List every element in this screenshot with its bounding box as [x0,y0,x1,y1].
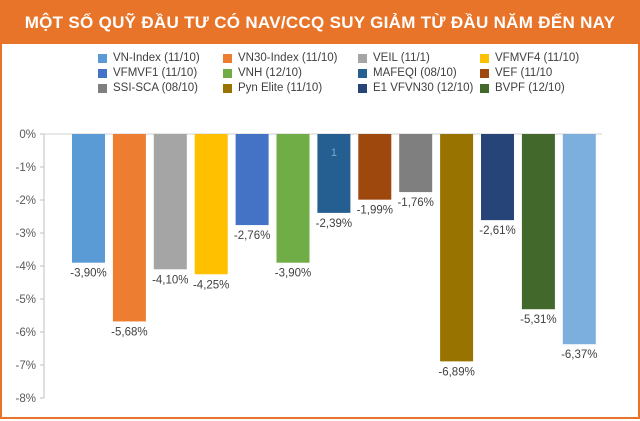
bar-value-label: -2,61% [479,225,515,237]
legend-item: Pyn Elite (11/10) [223,82,358,94]
bar-value-label: -6,37% [561,349,597,361]
bar [112,134,146,322]
y-tick-label: -4% [16,261,36,273]
legend-item: MAFEQI (08/10) [358,67,480,79]
bar-value-label: -1,76% [397,197,433,209]
y-tick-label: -5% [16,294,36,306]
legend-item: VN30-Index (11/10) [223,52,358,64]
bar-value-label: -5,68% [111,326,147,338]
legend-label: VN-Index (11/10) [113,52,200,64]
legend-label: VFMVF4 (11/10) [495,52,580,64]
bar-value-label: -4,25% [193,279,229,291]
legend-swatch [480,83,489,93]
bar [358,134,392,200]
legend-label: BVPF (12/10) [495,82,565,94]
legend-item: BVPF (12/10) [480,82,620,94]
title-bar: MỘT SỐ QUỸ ĐẦU TƯ CÓ NAV/CCQ SUY GIẢM TỪ… [2,2,638,44]
legend-swatch [480,68,489,78]
legend-item: VEIL (11/1) [358,52,480,64]
legend-label: VEF (11/10 [495,67,553,79]
legend-swatch [358,53,367,63]
bar [235,134,269,226]
y-tick-label: -8% [16,393,36,405]
legend-label: VNH (12/10) [238,67,302,79]
legend-swatch [98,83,107,93]
bar-value-label: -2,39% [316,218,352,230]
legend-swatch [98,53,107,63]
bar [276,134,310,263]
y-tick-label: -1% [16,162,36,174]
legend-label: MAFEQI (08/10) [373,67,457,79]
legend-item: E1 VFVN30 (12/10) [358,82,480,94]
bar-value-label: -1,99% [357,205,393,217]
y-tick-label: -3% [16,228,36,240]
legend-item: SSI-SCA (08/10) [98,82,223,94]
legend-item: VEF (11/10 [480,67,620,79]
bar-value-label: -2,76% [234,230,270,242]
legend-swatch [223,53,232,63]
bar-annotation: 1 [331,147,337,159]
bar-value-label: -3,90% [70,268,106,280]
legend-label: Pyn Elite (11/10) [238,82,323,94]
legend-label: VN30-Index (11/10) [238,52,338,64]
legend-label: VEIL (11/1) [373,52,430,64]
legend-swatch [98,68,107,78]
legend: VN-Index (11/10) VN30-Index (11/10) VEIL (… [98,52,638,94]
bar-value-label: -6,89% [438,366,474,378]
legend-swatch [358,68,367,78]
bar-value-label: -4,10% [152,274,188,286]
bar-value-label: -3,90% [275,268,311,280]
legend-swatch [223,83,232,93]
bar [72,134,105,263]
bar [317,134,351,213]
legend-swatch [480,53,489,63]
bar [481,134,514,221]
legend-item: VNH (12/10) [223,67,358,79]
chart-title: MỘT SỐ QUỸ ĐẦU TƯ CÓ NAV/CCQ SUY GIẢM TỪ… [24,13,616,32]
legend-item: VFMVF1 (11/10) [98,67,223,79]
bar [562,134,596,345]
legend-label: SSI-SCA (08/10) [113,82,199,94]
legend-item: VFMVF4 (11/10) [480,52,620,64]
y-tick-label: -2% [16,195,36,207]
bar-value-label: -5,31% [520,314,556,326]
legend-item: VN-Index (11/10) [98,52,223,64]
y-tick-label: 0% [19,129,36,141]
bar [399,134,433,193]
bar [153,134,187,270]
y-tick-label: -6% [16,327,36,339]
legend-swatch [358,83,367,93]
legend-label: E1 VFVN30 (12/10) [373,82,474,94]
legend-swatch [223,68,232,78]
y-tick-label: -7% [16,360,36,372]
legend-label: VFMVF1 (11/10) [113,67,198,79]
bar [521,134,555,310]
bar [194,134,228,275]
bar [440,134,474,362]
